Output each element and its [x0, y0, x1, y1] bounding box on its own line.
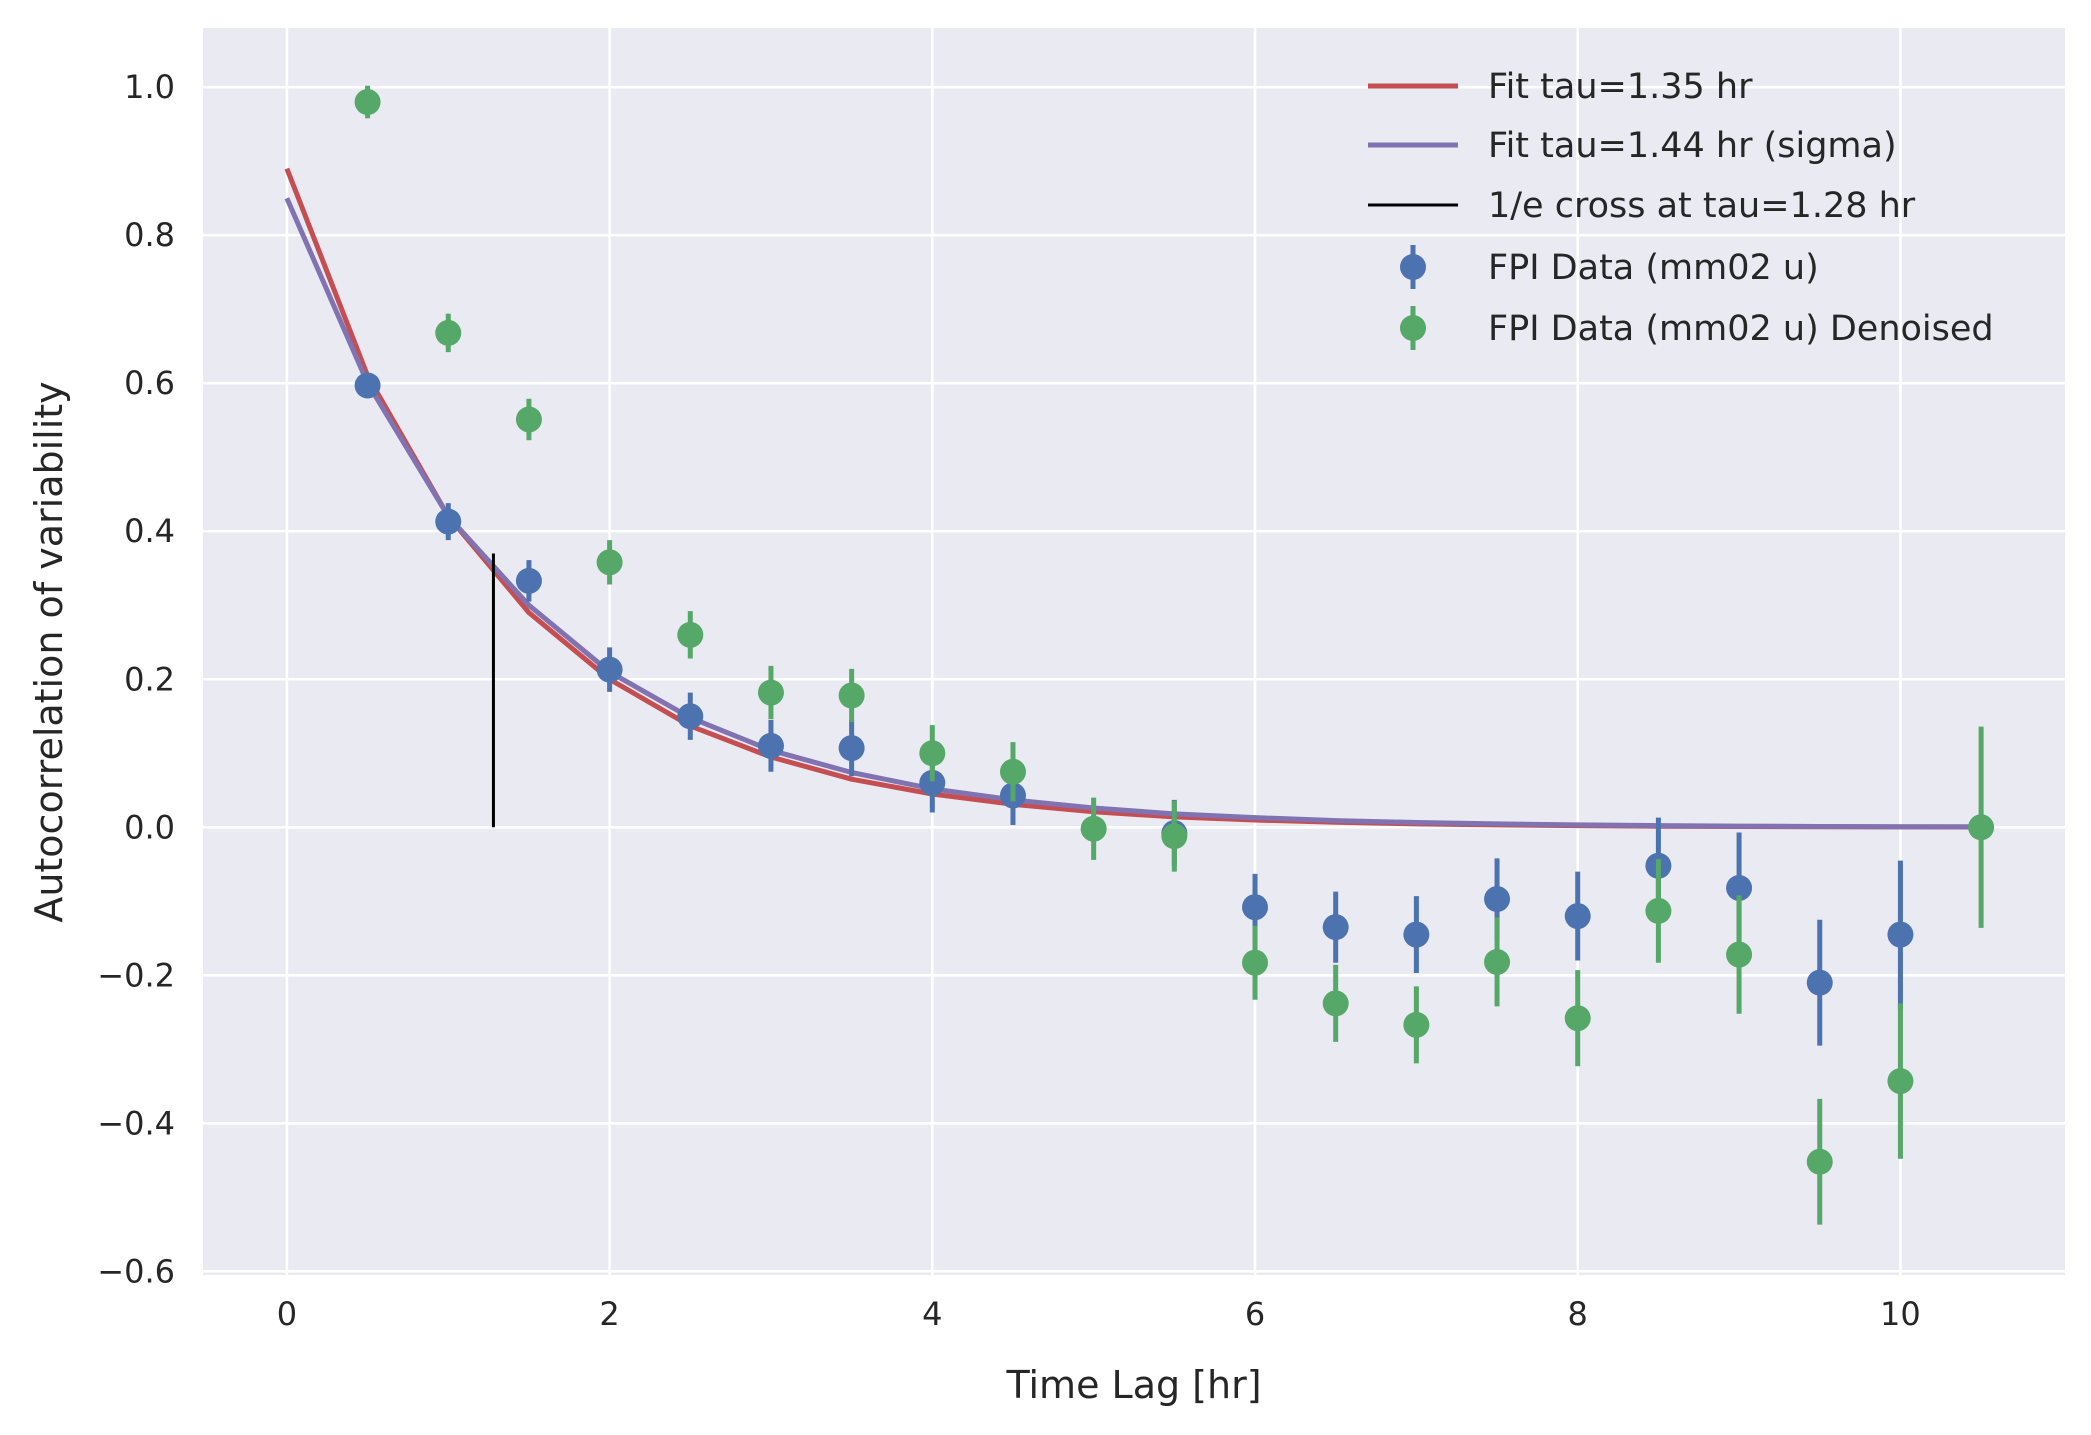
- data-point: [1161, 823, 1188, 850]
- x-tick-labels: 0 2 4 6 8 10: [277, 1295, 1921, 1333]
- fit-line: [284, 197, 1982, 830]
- legend-label: 1/e cross at tau=1.28 hr: [1488, 186, 1916, 226]
- data-point: [1564, 1005, 1591, 1032]
- data-point: [838, 682, 865, 709]
- data-point: [677, 703, 704, 730]
- data-point: [1968, 814, 1995, 841]
- y-tick-label: 0.8: [124, 216, 175, 254]
- y-tick-label: −0.4: [97, 1104, 175, 1142]
- data-point: [919, 769, 946, 796]
- y-tick-label: 0.2: [124, 660, 175, 698]
- x-axis-label: Time Lag [hr]: [1005, 1363, 1261, 1407]
- data-point: [435, 319, 462, 346]
- y-tick-label: 0.0: [124, 808, 175, 846]
- legend-label: Fit tau=1.35 hr: [1488, 67, 1753, 107]
- data-point: [1645, 897, 1672, 924]
- data-point: [1080, 815, 1107, 842]
- y-tick-label: −0.6: [97, 1252, 175, 1290]
- data-point: [1403, 1011, 1430, 1038]
- data-points: [354, 85, 1995, 1225]
- data-point: [919, 740, 946, 767]
- data-point: [435, 508, 462, 535]
- x-tick-label: 6: [1245, 1295, 1265, 1333]
- legend-label: FPI Data (mm02 u) Denoised: [1488, 309, 1994, 349]
- data-point: [1322, 990, 1349, 1017]
- data-point: [757, 732, 784, 759]
- data-point: [1806, 1148, 1833, 1175]
- data-point: [1726, 941, 1753, 968]
- data-point: [1484, 948, 1511, 975]
- y-tick-label: 0.6: [124, 364, 175, 402]
- legend-marker-point: [1400, 315, 1426, 341]
- legend-marker-point: [1400, 254, 1426, 280]
- fit-lines: [284, 167, 1982, 830]
- x-tick-label: 4: [922, 1295, 942, 1333]
- y-tick-label: 1.0: [124, 68, 175, 106]
- x-tick-label: 0: [277, 1295, 297, 1333]
- x-tick-label: 10: [1880, 1295, 1921, 1333]
- data-point: [1887, 921, 1914, 948]
- y-tick-labels: −0.6 −0.4 −0.2 0.0 0.2 0.4 0.6 0.8 1.0: [97, 68, 175, 1290]
- data-point: [515, 567, 542, 594]
- y-tick-label: 0.4: [124, 512, 175, 550]
- data-point: [1726, 874, 1753, 901]
- data-point: [596, 549, 623, 576]
- data-point: [838, 735, 865, 762]
- data-point: [1484, 886, 1511, 913]
- data-point: [1564, 903, 1591, 930]
- data-point: [596, 656, 623, 683]
- data-point: [1806, 969, 1833, 996]
- data-point: [354, 89, 381, 116]
- data-point: [757, 679, 784, 706]
- data-point: [999, 758, 1026, 785]
- data-point: [677, 621, 704, 648]
- y-tick-label: −0.2: [97, 956, 175, 994]
- x-tick-label: 8: [1568, 1295, 1588, 1333]
- legend-label: FPI Data (mm02 u): [1488, 248, 1819, 288]
- data-point: [1887, 1068, 1914, 1095]
- data-point: [1242, 949, 1269, 976]
- data-point: [1322, 914, 1349, 941]
- legend: Fit tau=1.35 hr Fit tau=1.44 hr (sigma) 1/…: [1368, 67, 1994, 350]
- data-point: [515, 406, 542, 433]
- data-point: [1242, 894, 1269, 921]
- data-point: [354, 372, 381, 399]
- data-point: [1403, 921, 1430, 948]
- legend-label: Fit tau=1.44 hr (sigma): [1488, 126, 1897, 166]
- x-tick-label: 2: [599, 1295, 619, 1333]
- y-axis-label: Autocorrelation of variability: [27, 381, 71, 922]
